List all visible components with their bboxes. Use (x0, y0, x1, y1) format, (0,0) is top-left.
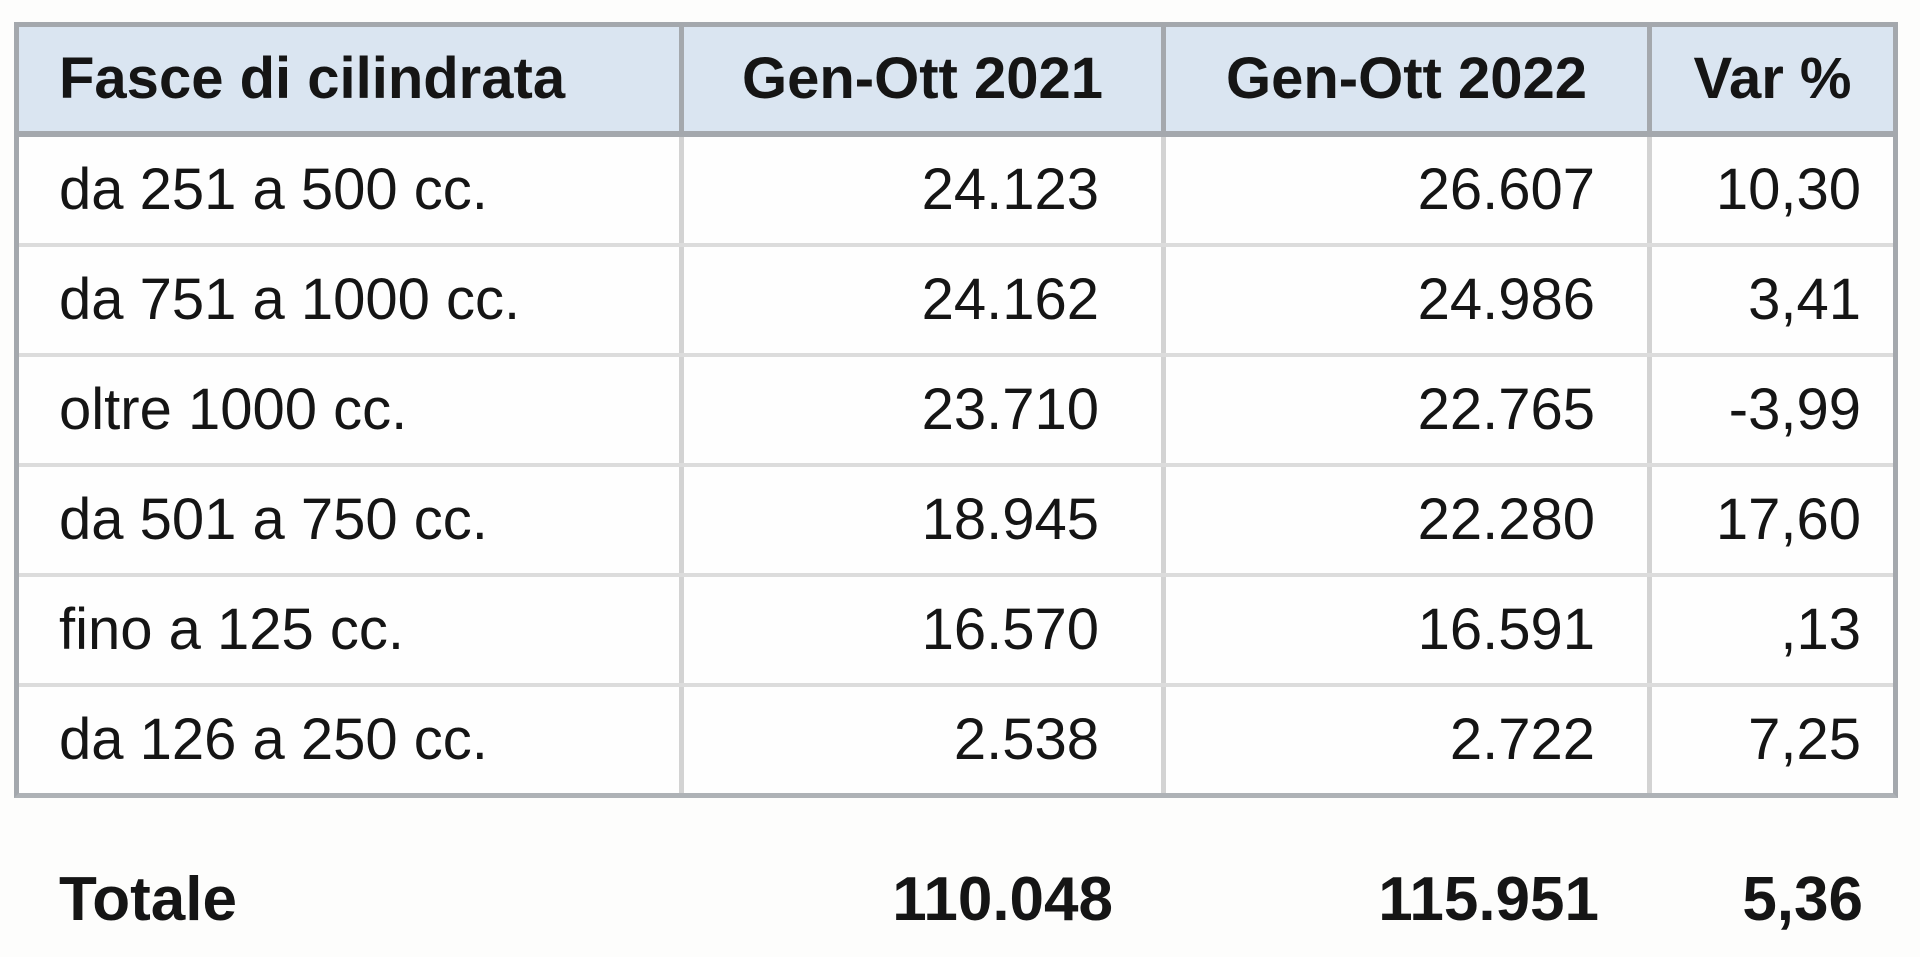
total-label: Totale (59, 865, 237, 934)
cell-fascia: fino a 125 cc. (19, 577, 679, 683)
total-2022-value: 115.951 (1378, 865, 1599, 934)
cell-2022: 24.986 (1161, 247, 1647, 353)
cell-2021: 23.710 (679, 357, 1161, 463)
table-row: da 251 a 500 cc. 24.123 26.607 10,30 (19, 137, 1893, 243)
cell-fascia: da 251 a 500 cc. (19, 137, 679, 243)
cell-2021: 2.538 (679, 687, 1161, 793)
total-var-pct: 5,36 (1742, 865, 1863, 934)
cell-var-pct: 7,25 (1647, 687, 1893, 793)
header-2021: Gen-Ott 2021 (679, 27, 1161, 131)
table-header-row: Fasce di cilindrata Gen-Ott 2021 Gen-Ott… (19, 27, 1893, 137)
header-var-pct: Var % (1647, 27, 1893, 131)
total-2021-value: 110.048 (892, 865, 1113, 934)
engine-displacement-table: Fasce di cilindrata Gen-Ott 2021 Gen-Ott… (14, 22, 1898, 798)
header-2022: Gen-Ott 2022 (1161, 27, 1647, 131)
cell-2021: 24.123 (679, 137, 1161, 243)
cell-var-pct: -3,99 (1647, 357, 1893, 463)
header-fascia: Fasce di cilindrata (19, 27, 679, 131)
table-row: da 126 a 250 cc. 2.538 2.722 7,25 (19, 683, 1893, 793)
cell-2022: 22.280 (1161, 467, 1647, 573)
cell-var-pct: 3,41 (1647, 247, 1893, 353)
total-row: Totale 110.048 115.951 5,36 (19, 846, 1903, 954)
cell-2021: 18.945 (679, 467, 1161, 573)
cell-2022: 26.607 (1161, 137, 1647, 243)
cell-fascia: oltre 1000 cc. (19, 357, 679, 463)
cell-var-pct: ,13 (1647, 577, 1893, 683)
table-row: oltre 1000 cc. 23.710 22.765 -3,99 (19, 353, 1893, 463)
table-row: da 751 a 1000 cc. 24.162 24.986 3,41 (19, 243, 1893, 353)
cell-2022: 22.765 (1161, 357, 1647, 463)
cell-2021: 24.162 (679, 247, 1161, 353)
cell-var-pct: 10,30 (1647, 137, 1893, 243)
cell-fascia: da 126 a 250 cc. (19, 687, 679, 793)
cell-var-pct: 17,60 (1647, 467, 1893, 573)
cell-2021: 16.570 (679, 577, 1161, 683)
cell-fascia: da 751 a 1000 cc. (19, 247, 679, 353)
cell-2022: 16.591 (1161, 577, 1647, 683)
table-row: da 501 a 750 cc. 18.945 22.280 17,60 (19, 463, 1893, 573)
cell-fascia: da 501 a 750 cc. (19, 467, 679, 573)
cell-2022: 2.722 (1161, 687, 1647, 793)
table-row: fino a 125 cc. 16.570 16.591 ,13 (19, 573, 1893, 683)
